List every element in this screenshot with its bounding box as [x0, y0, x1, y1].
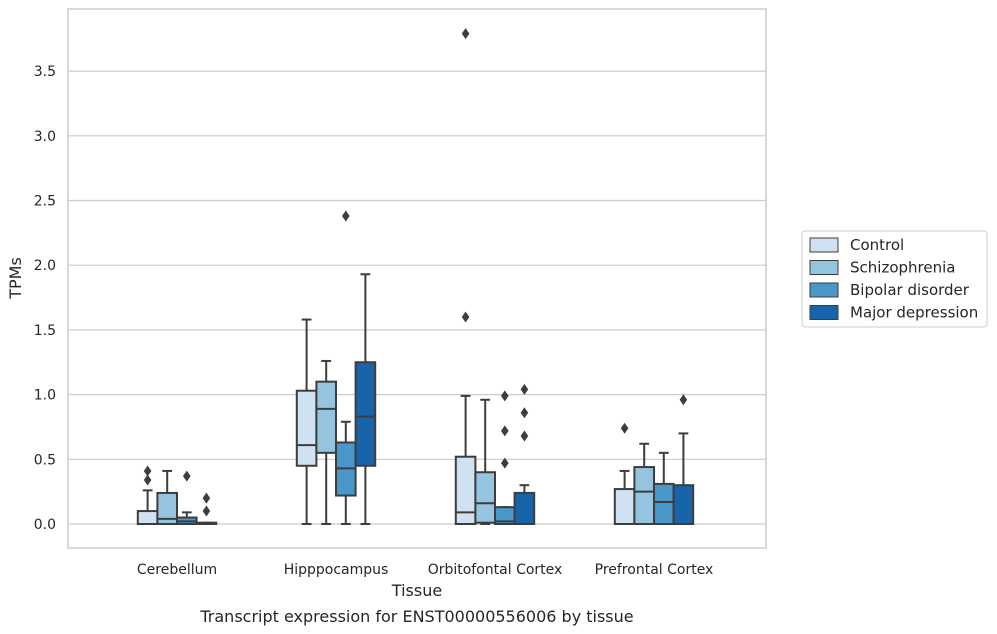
- legend-label: Control: [850, 236, 904, 254]
- outlier-point: [501, 390, 509, 402]
- x-tick-labels: Cerebellum Hipppocampus Orbitofontal Corte…: [137, 562, 713, 578]
- y-axis-label: TPMs: [6, 257, 25, 300]
- legend-swatch: [809, 305, 839, 320]
- box-group: [136, 465, 218, 526]
- outlier-point: [501, 425, 509, 437]
- x-tick-label: Cerebellum: [137, 562, 217, 578]
- box: [613, 488, 636, 526]
- x-tick-label: Prefrontal Cortex: [595, 562, 714, 578]
- outlier-point: [143, 465, 152, 477]
- y-tick-label: 0.0: [34, 517, 56, 533]
- y-tick-label: 3.0: [34, 129, 56, 145]
- outlier-point: [520, 383, 529, 395]
- box: [513, 491, 536, 525]
- x-tick-label: Orbitofontal Cortex: [428, 562, 563, 578]
- plot-background: [68, 9, 766, 548]
- chart-caption: Transcript expression for ENST0000055600…: [199, 607, 633, 626]
- y-tick-label: 1.0: [34, 388, 56, 404]
- legend-label: Bipolar disorder: [850, 281, 970, 299]
- box: [653, 482, 675, 525]
- y-tick-label: 3.5: [34, 64, 56, 80]
- box: [474, 471, 496, 524]
- legend-label: Major depression: [850, 304, 978, 322]
- gridlines: [68, 70, 766, 525]
- y-tick-label: 2.0: [34, 258, 56, 274]
- outlier-point: [520, 407, 529, 419]
- outlier-point: [202, 505, 211, 517]
- legend-swatch: [809, 237, 839, 253]
- legend-frame: [801, 230, 988, 328]
- plot-frame: [67, 8, 767, 549]
- outlier-point: [620, 422, 629, 434]
- box-groups: [136, 28, 695, 526]
- box: [156, 491, 178, 525]
- box: [295, 389, 318, 467]
- outlier-point: [679, 394, 688, 406]
- box: [136, 510, 159, 525]
- x-tick-label: Hipppocampus: [284, 562, 389, 578]
- outlier-point: [183, 470, 191, 482]
- y-tick-label: 2.5: [34, 194, 56, 210]
- outlier-point: [342, 210, 350, 222]
- x-axis-label: Tissue: [391, 581, 442, 600]
- outlier-point: [501, 457, 509, 469]
- y-tick-label: 1.5: [34, 323, 56, 339]
- box: [315, 380, 337, 454]
- y-tick-labels: 0.0 0.5 1.0 1.5 2.0 2.5 3.0 3.5: [34, 64, 56, 533]
- box: [354, 361, 377, 467]
- box-group: [613, 394, 695, 526]
- outlier-point: [461, 28, 470, 40]
- legend-swatch: [809, 282, 839, 298]
- box: [672, 484, 695, 525]
- outlier-point: [461, 311, 470, 323]
- legend-swatch: [809, 260, 839, 275]
- y-tick-label: 0.5: [34, 452, 56, 468]
- box-group: [454, 28, 536, 526]
- legend: Control Schizophrenia Bipolar disorder Majo…: [801, 230, 988, 328]
- outlier-point: [520, 430, 529, 442]
- outlier-point: [202, 492, 211, 504]
- box: [454, 455, 477, 526]
- legend-label: Schizophrenia: [850, 259, 955, 277]
- outlier-point: [143, 474, 152, 486]
- box: [633, 466, 656, 525]
- box-group: [295, 210, 377, 525]
